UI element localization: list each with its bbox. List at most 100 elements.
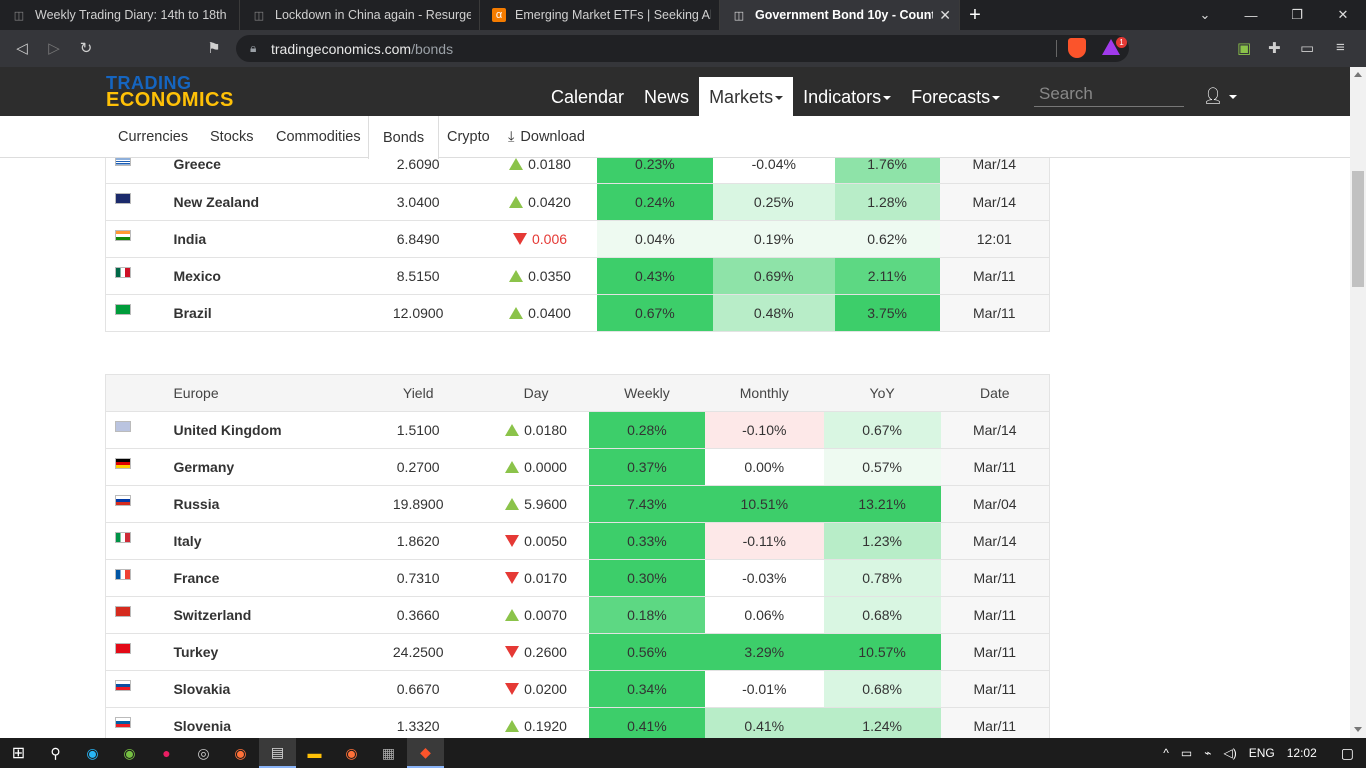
volume-icon[interactable]: ◁) (1223, 746, 1237, 760)
country-name[interactable]: Germany (141, 448, 354, 486)
trading-economics-logo[interactable]: TRADING ECONOMICS (106, 73, 234, 111)
day-change: 0.0050 (483, 522, 589, 560)
network-icon[interactable]: ⌁ (1204, 746, 1212, 760)
nav-news[interactable]: News (644, 87, 690, 107)
battery-icon[interactable]: ▭ (1180, 746, 1193, 760)
clock[interactable]: 12:02 (1286, 746, 1317, 760)
subnav-stocks[interactable]: Stocks (210, 129, 254, 145)
table-row[interactable]: India 6.8490 0.006 0.04% 0.19% 0.62% 12:01 (105, 220, 1050, 258)
flag-header (105, 374, 142, 412)
subnav-download[interactable]: ⤓ Download (508, 129, 585, 145)
country-name[interactable]: Turkey (141, 633, 354, 671)
scroll-thumb[interactable] (1352, 171, 1364, 287)
extensions-puzzle-icon[interactable]: ✚ (1268, 40, 1281, 57)
country-name[interactable]: United Kingdom (141, 411, 354, 449)
file-explorer-icon[interactable]: ▬ (307, 745, 322, 761)
restore-icon[interactable]: ❐ (1291, 7, 1303, 22)
table-row[interactable]: United Kingdom 1.5100 0.0180 0.28% -0.10% 0.6… (105, 411, 1050, 449)
table-row[interactable]: Slovenia 1.3320 0.1920 0.41% 0.41% 1.24% Mar/1… (105, 707, 1050, 738)
windows-start-icon[interactable]: ⊞ (11, 745, 26, 762)
country-name[interactable]: New Zealand (141, 183, 354, 221)
telegram-icon[interactable]: ◉ (86, 744, 99, 761)
monthly-header[interactable]: Monthly (704, 374, 824, 412)
country-name[interactable]: Russia (141, 485, 354, 523)
country-name[interactable]: Slovenia (141, 707, 354, 738)
subnav-commodities[interactable]: Commodities (276, 129, 361, 145)
subnav-currencies[interactable]: Currencies (118, 129, 189, 145)
menu-icon[interactable]: ≡ (1336, 39, 1345, 56)
table-row[interactable]: Germany 0.2700 0.0000 0.37% 0.00% 0.57% Mar/11 (105, 448, 1050, 486)
app-icon[interactable]: ● (162, 745, 171, 761)
brave-shields-icon[interactable] (1068, 38, 1086, 58)
country-name[interactable]: Brazil (141, 294, 354, 332)
reload-icon[interactable]: ↻ (79, 40, 93, 57)
weekly-change: 0.41% (588, 707, 705, 738)
table-row[interactable]: Slovakia 0.6670 0.0200 0.34% -0.01% 0.68% Mar/… (105, 670, 1050, 708)
brave-rewards-icon[interactable] (1102, 39, 1120, 55)
weekly-header[interactable]: Weekly (588, 374, 705, 412)
notifications-icon[interactable]: ▢ (1340, 744, 1354, 761)
close-window-icon[interactable]: ✕ (1337, 7, 1349, 22)
calculator-icon[interactable]: ▦ (381, 744, 396, 761)
region-header[interactable]: Europe (141, 374, 354, 412)
date-header[interactable]: Date (940, 374, 1050, 412)
video-editor-icon[interactable]: ▤ (259, 738, 296, 768)
browser-tab-4-active[interactable]: ◫ Government Bond 10y - Countries ✕ (720, 0, 960, 30)
nav-forecasts[interactable]: Forecasts (901, 77, 1010, 116)
language-indicator[interactable]: ENG (1248, 746, 1275, 760)
flag-cell (105, 183, 142, 221)
yoy-header[interactable]: YoY (823, 374, 941, 412)
table-row[interactable]: Mexico 8.5150 0.0350 0.43% 0.69% 2.11% Mar/11 (105, 257, 1050, 295)
browser-tab-2[interactable]: ◫ Lockdown in China again - Resurgence (240, 0, 480, 30)
forward-icon[interactable]: ▷ (48, 40, 60, 57)
country-name[interactable]: Mexico (141, 257, 354, 295)
search-icon[interactable]: ⚲ (50, 744, 61, 761)
country-name[interactable]: Greece (141, 158, 354, 184)
day-change: 0.0170 (483, 559, 589, 597)
monthly-change: -0.03% (704, 559, 824, 597)
subnav-crypto[interactable]: Crypto (447, 129, 490, 145)
nav-calendar[interactable]: Calendar (551, 87, 625, 107)
back-icon[interactable]: ◁ (16, 40, 28, 57)
user-menu-icon[interactable]: 👤︎ (1203, 86, 1238, 106)
nav-markets[interactable]: Markets (699, 77, 794, 116)
country-name[interactable]: Italy (141, 522, 354, 560)
table-row[interactable]: Russia 19.8900 5.9600 7.43% 10.51% 13.21% Mar/… (105, 485, 1050, 523)
wallet-icon[interactable]: ▭ (1300, 40, 1315, 57)
day-header[interactable]: Day (483, 374, 589, 412)
extension-icon[interactable]: ▣ (1237, 40, 1252, 57)
browser-tab-3[interactable]: α Emerging Market ETFs | Seeking Alpha (480, 0, 720, 30)
table-row[interactable]: Switzerland 0.3660 0.0070 0.18% 0.06% 0.68% Ma… (105, 596, 1050, 634)
page-scrollbar[interactable] (1350, 67, 1366, 738)
yield-header[interactable]: Yield (353, 374, 484, 412)
show-hidden-icons-icon[interactable]: ^ (1163, 746, 1169, 760)
minimize-icon[interactable]: — (1244, 7, 1258, 23)
country-name[interactable]: India (141, 220, 354, 258)
utorrent-icon[interactable]: ◉ (123, 744, 136, 761)
new-tab-button[interactable]: + (969, 3, 981, 26)
close-tab-icon[interactable]: ✕ (939, 6, 951, 23)
table-row[interactable]: Brazil 12.0900 0.0400 0.67% 0.48% 3.75% Mar/11 (105, 294, 1050, 332)
table-row[interactable]: New Zealand 3.0400 0.0420 0.24% 0.25% 1.28% Ma… (105, 183, 1050, 221)
country-name[interactable]: Slovakia (141, 670, 354, 708)
nav-indicators[interactable]: Indicators (793, 77, 901, 116)
firefox-icon[interactable]: ◉ (234, 744, 247, 761)
scroll-up-icon[interactable] (1354, 72, 1362, 77)
brave-browser-icon[interactable]: ◆ (407, 738, 444, 768)
firefox-icon[interactable]: ◉ (345, 744, 358, 761)
table-row[interactable]: Italy 1.8620 0.0050 0.33% -0.11% 1.23% Mar/14 (105, 522, 1050, 560)
browser-tab-1[interactable]: ◫ Weekly Trading Diary: 14th to 18th Ma (0, 0, 240, 30)
subnav-bonds[interactable]: Bonds (368, 116, 440, 159)
switzerland-flag-icon (115, 606, 131, 617)
search-input[interactable]: Search (1034, 84, 1184, 107)
table-row[interactable]: Greece 2.6090 0.0180 0.23% -0.04% 1.76% Mar/14 (105, 158, 1050, 184)
bookmark-icon[interactable]: ⚑ (207, 40, 221, 57)
address-bar[interactable]: 🔒︎ tradingeconomics.com/bonds 1 (236, 35, 1129, 62)
table-row[interactable]: France 0.7310 0.0170 0.30% -0.03% 0.78% Mar/11 (105, 559, 1050, 597)
country-name[interactable]: Switzerland (141, 596, 354, 634)
country-name[interactable]: France (141, 559, 354, 597)
tab-search-icon[interactable]: ⌄ (1199, 7, 1211, 22)
scroll-down-icon[interactable] (1354, 727, 1362, 732)
media-player-icon[interactable]: ◎ (197, 744, 210, 761)
table-row[interactable]: Turkey 24.2500 0.2600 0.56% 3.29% 10.57% Mar/1… (105, 633, 1050, 671)
